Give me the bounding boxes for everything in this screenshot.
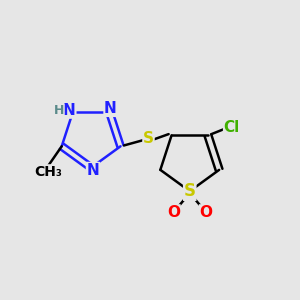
- Text: Cl: Cl: [224, 120, 240, 135]
- Text: N: N: [104, 101, 117, 116]
- Text: S: S: [143, 131, 154, 146]
- Text: CH₃: CH₃: [34, 165, 62, 179]
- Text: O: O: [167, 205, 180, 220]
- Text: N: N: [86, 163, 99, 178]
- Text: O: O: [200, 205, 212, 220]
- Text: H: H: [54, 104, 64, 117]
- Text: N: N: [63, 103, 76, 118]
- Text: S: S: [184, 182, 196, 200]
